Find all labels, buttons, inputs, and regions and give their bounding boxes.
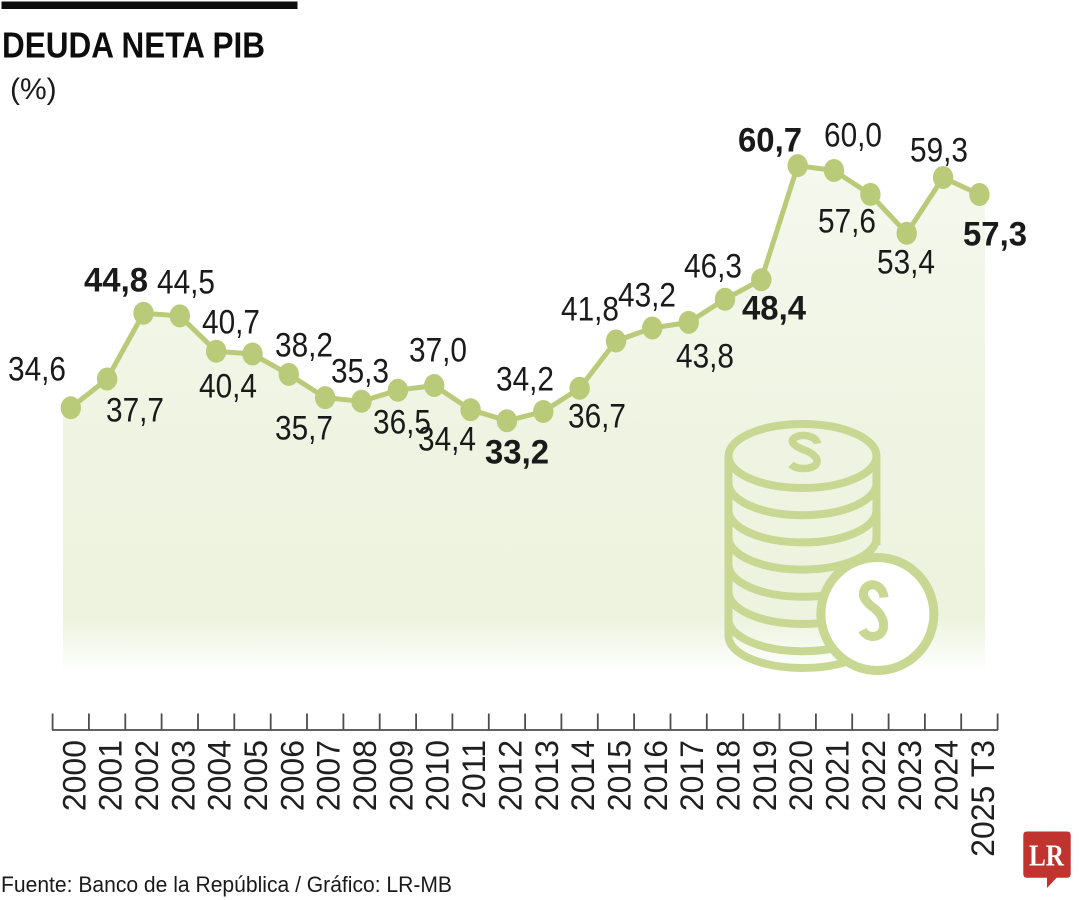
svg-text:38,2: 38,2 [275, 327, 333, 365]
svg-text:37,7: 37,7 [106, 392, 164, 430]
svg-text:2009: 2009 [383, 740, 419, 811]
svg-text:43,8: 43,8 [676, 338, 734, 376]
svg-text:34,4: 34,4 [418, 421, 476, 459]
svg-text:2008: 2008 [347, 740, 383, 811]
svg-text:43,2: 43,2 [618, 277, 676, 315]
svg-text:2021: 2021 [820, 740, 856, 811]
svg-text:DEUDA NETA PIB: DEUDA NETA PIB [2, 25, 265, 66]
svg-text:2018: 2018 [711, 740, 747, 811]
svg-text:2019: 2019 [747, 740, 783, 811]
svg-text:35,7: 35,7 [275, 410, 333, 448]
svg-text:46,3: 46,3 [684, 248, 742, 286]
svg-text:44,8: 44,8 [84, 262, 148, 300]
svg-text:2020: 2020 [783, 740, 819, 811]
svg-text:2016: 2016 [638, 740, 674, 811]
svg-text:34,6: 34,6 [8, 351, 66, 389]
svg-text:37,0: 37,0 [409, 332, 467, 370]
svg-text:33,2: 33,2 [485, 434, 549, 472]
svg-text:36,5: 36,5 [373, 404, 431, 442]
svg-text:2006: 2006 [274, 740, 310, 811]
svg-text:2025 T3: 2025 T3 [965, 740, 1001, 857]
svg-text:44,5: 44,5 [157, 264, 215, 302]
svg-text:2003: 2003 [165, 740, 201, 811]
svg-text:60,7: 60,7 [738, 122, 802, 160]
svg-text:2005: 2005 [238, 740, 274, 811]
svg-text:34,2: 34,2 [496, 361, 554, 399]
svg-text:2012: 2012 [492, 740, 528, 811]
svg-text:53,4: 53,4 [877, 244, 935, 282]
svg-text:2000: 2000 [56, 740, 92, 811]
svg-text:60,0: 60,0 [824, 117, 882, 155]
svg-text:2001: 2001 [93, 740, 129, 811]
svg-text:35,3: 35,3 [331, 353, 389, 391]
svg-text:48,4: 48,4 [742, 290, 806, 328]
svg-text:57,6: 57,6 [818, 203, 876, 241]
svg-text:2024: 2024 [929, 740, 965, 811]
svg-text:2017: 2017 [674, 740, 710, 811]
svg-text:41,8: 41,8 [561, 291, 619, 329]
svg-text:59,3: 59,3 [910, 132, 968, 170]
svg-text:Fuente: Banco de la República: Fuente: Banco de la República / Gráfico:… [1, 872, 452, 897]
svg-text:2004: 2004 [202, 740, 238, 811]
svg-text:2011: 2011 [456, 740, 492, 809]
svg-text:40,4: 40,4 [199, 368, 257, 406]
svg-text:2010: 2010 [420, 740, 456, 811]
svg-text:2002: 2002 [129, 740, 165, 811]
svg-text:2023: 2023 [892, 740, 928, 811]
svg-text:2013: 2013 [529, 740, 565, 811]
svg-text:2014: 2014 [565, 740, 601, 811]
svg-text:40,7: 40,7 [202, 304, 260, 342]
svg-text:2015: 2015 [602, 740, 638, 811]
svg-text:36,7: 36,7 [568, 398, 626, 436]
svg-text:(%): (%) [10, 73, 57, 106]
svg-text:LR: LR [1029, 838, 1064, 873]
svg-text:57,3: 57,3 [963, 216, 1027, 254]
svg-text:2007: 2007 [311, 740, 347, 811]
svg-text:2022: 2022 [856, 740, 892, 811]
